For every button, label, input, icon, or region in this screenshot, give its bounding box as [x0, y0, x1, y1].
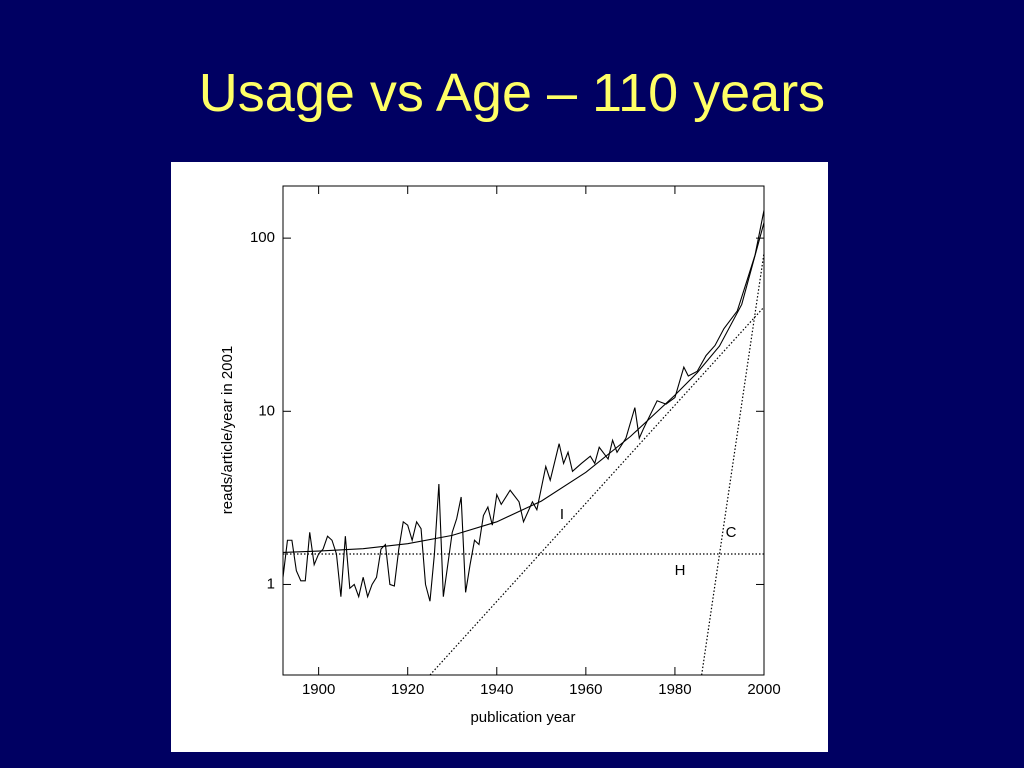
annotation: H: [675, 562, 686, 579]
y-tick-label: 10: [258, 402, 275, 419]
chart-panel: [171, 162, 828, 752]
plot-frame: [282, 185, 765, 676]
data-line: [283, 222, 764, 554]
y-tick-label: 100: [250, 229, 275, 246]
x-tick-label: 1940: [480, 681, 513, 698]
x-tick-label: 2000: [747, 681, 780, 698]
x-tick-label: 1900: [302, 681, 335, 698]
x-tick-label: 1980: [658, 681, 691, 698]
x-axis-label: publication year: [470, 709, 575, 726]
y-axis-label: reads/article/year in 2001: [219, 346, 236, 514]
x-tick-label: 1960: [569, 681, 602, 698]
annotation: I: [560, 506, 564, 523]
y-tick-label: 1: [267, 575, 275, 592]
slide-title: Usage vs Age – 110 years: [198, 63, 826, 123]
model-line: [701, 252, 764, 675]
x-tick-label: 1920: [391, 681, 424, 698]
annotation: C: [726, 524, 737, 541]
data-line: [283, 210, 764, 602]
model-line: [429, 306, 764, 675]
